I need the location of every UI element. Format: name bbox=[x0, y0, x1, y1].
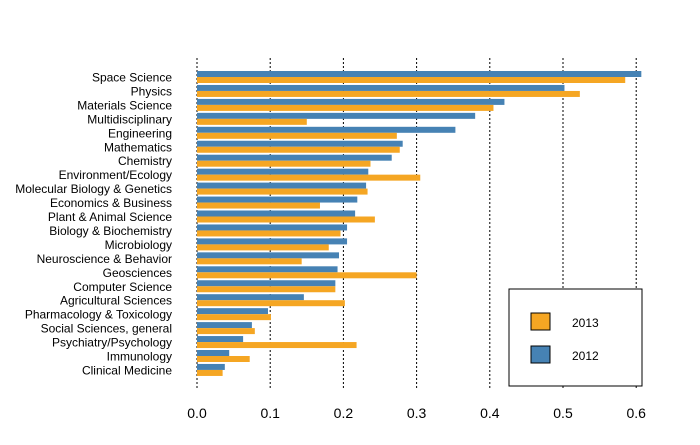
bar-2013 bbox=[197, 174, 421, 181]
category-label: Computer Science bbox=[73, 280, 172, 294]
bar-2012 bbox=[197, 182, 367, 189]
bar-2013 bbox=[197, 230, 341, 237]
bar-2012 bbox=[197, 71, 642, 77]
bar-2013 bbox=[197, 369, 223, 376]
bar-2012 bbox=[197, 252, 340, 259]
bar-2012 bbox=[197, 280, 336, 287]
bar-2013 bbox=[197, 188, 368, 195]
bar-2012 bbox=[197, 322, 252, 329]
x-axis-ticks: 0.0 0.1 0.2 0.3 0.4 0.5 0.6 bbox=[187, 405, 646, 421]
bar-2013 bbox=[197, 118, 307, 125]
bar-2012 bbox=[197, 168, 369, 175]
bar-2012 bbox=[197, 126, 456, 133]
category-label: Geosciences bbox=[103, 266, 172, 280]
x-tick-label: 0.0 bbox=[187, 405, 207, 421]
bar-2012 bbox=[197, 308, 269, 315]
category-label: Space Science bbox=[92, 71, 172, 85]
bar-2012 bbox=[197, 363, 225, 370]
bar-2013 bbox=[197, 132, 397, 139]
bar-2013 bbox=[197, 272, 417, 279]
x-tick-label: 0.5 bbox=[553, 405, 573, 421]
bar-2012 bbox=[197, 140, 403, 147]
bar-2012 bbox=[197, 224, 348, 231]
legend: 2013 2012 bbox=[508, 288, 643, 387]
bar-2012 bbox=[197, 336, 244, 343]
category-label: Engineering bbox=[108, 126, 172, 140]
bar-2012 bbox=[197, 350, 230, 356]
bar-2013 bbox=[197, 300, 345, 307]
bar-2012 bbox=[197, 294, 304, 301]
category-label: Biology & Biochemistry bbox=[49, 224, 172, 238]
bar-2012 bbox=[197, 238, 348, 245]
bar-2013 bbox=[197, 160, 371, 167]
bar-2013 bbox=[197, 342, 357, 349]
bar-2012 bbox=[197, 84, 565, 91]
category-label: Materials Science bbox=[77, 98, 172, 112]
category-label: Pharmacology & Toxicology bbox=[25, 308, 172, 322]
legend-swatch-2013 bbox=[530, 312, 551, 331]
legend-label-2013: 2013 bbox=[572, 316, 599, 330]
category-label: Neuroscience & Behavior bbox=[37, 252, 172, 266]
x-tick-label: 0.2 bbox=[334, 405, 354, 421]
bar-2013 bbox=[197, 104, 494, 111]
bar-2013 bbox=[197, 77, 626, 83]
category-label: Physics bbox=[131, 84, 172, 98]
category-label: Microbiology bbox=[105, 238, 172, 252]
category-label: Agricultural Sciences bbox=[60, 294, 172, 308]
bar-2013 bbox=[197, 314, 271, 321]
bar-2013 bbox=[197, 328, 255, 335]
bar-2013 bbox=[197, 258, 302, 265]
category-label: Molecular Biology & Genetics bbox=[15, 182, 172, 196]
bar-2012 bbox=[197, 154, 392, 161]
bar-2013 bbox=[197, 286, 336, 293]
x-tick-label: 0.4 bbox=[480, 405, 500, 421]
category-label: Social Sciences, general bbox=[41, 322, 172, 336]
category-label: Plant & Animal Science bbox=[48, 210, 172, 224]
bar-2012 bbox=[197, 98, 505, 105]
bar-2012 bbox=[197, 112, 476, 119]
category-label: Chemistry bbox=[118, 154, 172, 168]
bar-2012 bbox=[197, 266, 338, 273]
category-label: Immunology bbox=[107, 350, 172, 364]
legend-box bbox=[508, 288, 643, 387]
legend-label-2012: 2012 bbox=[572, 349, 599, 363]
category-label: Psychiatry/Psychology bbox=[52, 336, 172, 350]
grid-lines bbox=[196, 58, 637, 388]
bar-2013 bbox=[197, 146, 400, 153]
bar-2012 bbox=[197, 210, 356, 217]
category-label: Mathematics bbox=[104, 140, 172, 154]
bar-2013 bbox=[197, 244, 329, 251]
bar-2012 bbox=[197, 196, 358, 203]
category-label: Environment/Ecology bbox=[59, 168, 172, 182]
bar-2013 bbox=[197, 90, 580, 97]
bar-2013 bbox=[197, 356, 250, 362]
category-label: Multidisciplinary bbox=[87, 112, 172, 126]
legend-swatch-2012 bbox=[530, 345, 551, 364]
bars bbox=[197, 71, 642, 376]
bar-2013 bbox=[197, 202, 320, 209]
category-label: Economics & Business bbox=[50, 196, 172, 210]
category-label: Clinical Medicine bbox=[82, 363, 172, 377]
x-tick-label: 0.3 bbox=[407, 405, 427, 421]
bar-2013 bbox=[197, 216, 375, 223]
x-tick-label: 0.6 bbox=[626, 405, 646, 421]
x-tick-label: 0.1 bbox=[260, 405, 280, 421]
